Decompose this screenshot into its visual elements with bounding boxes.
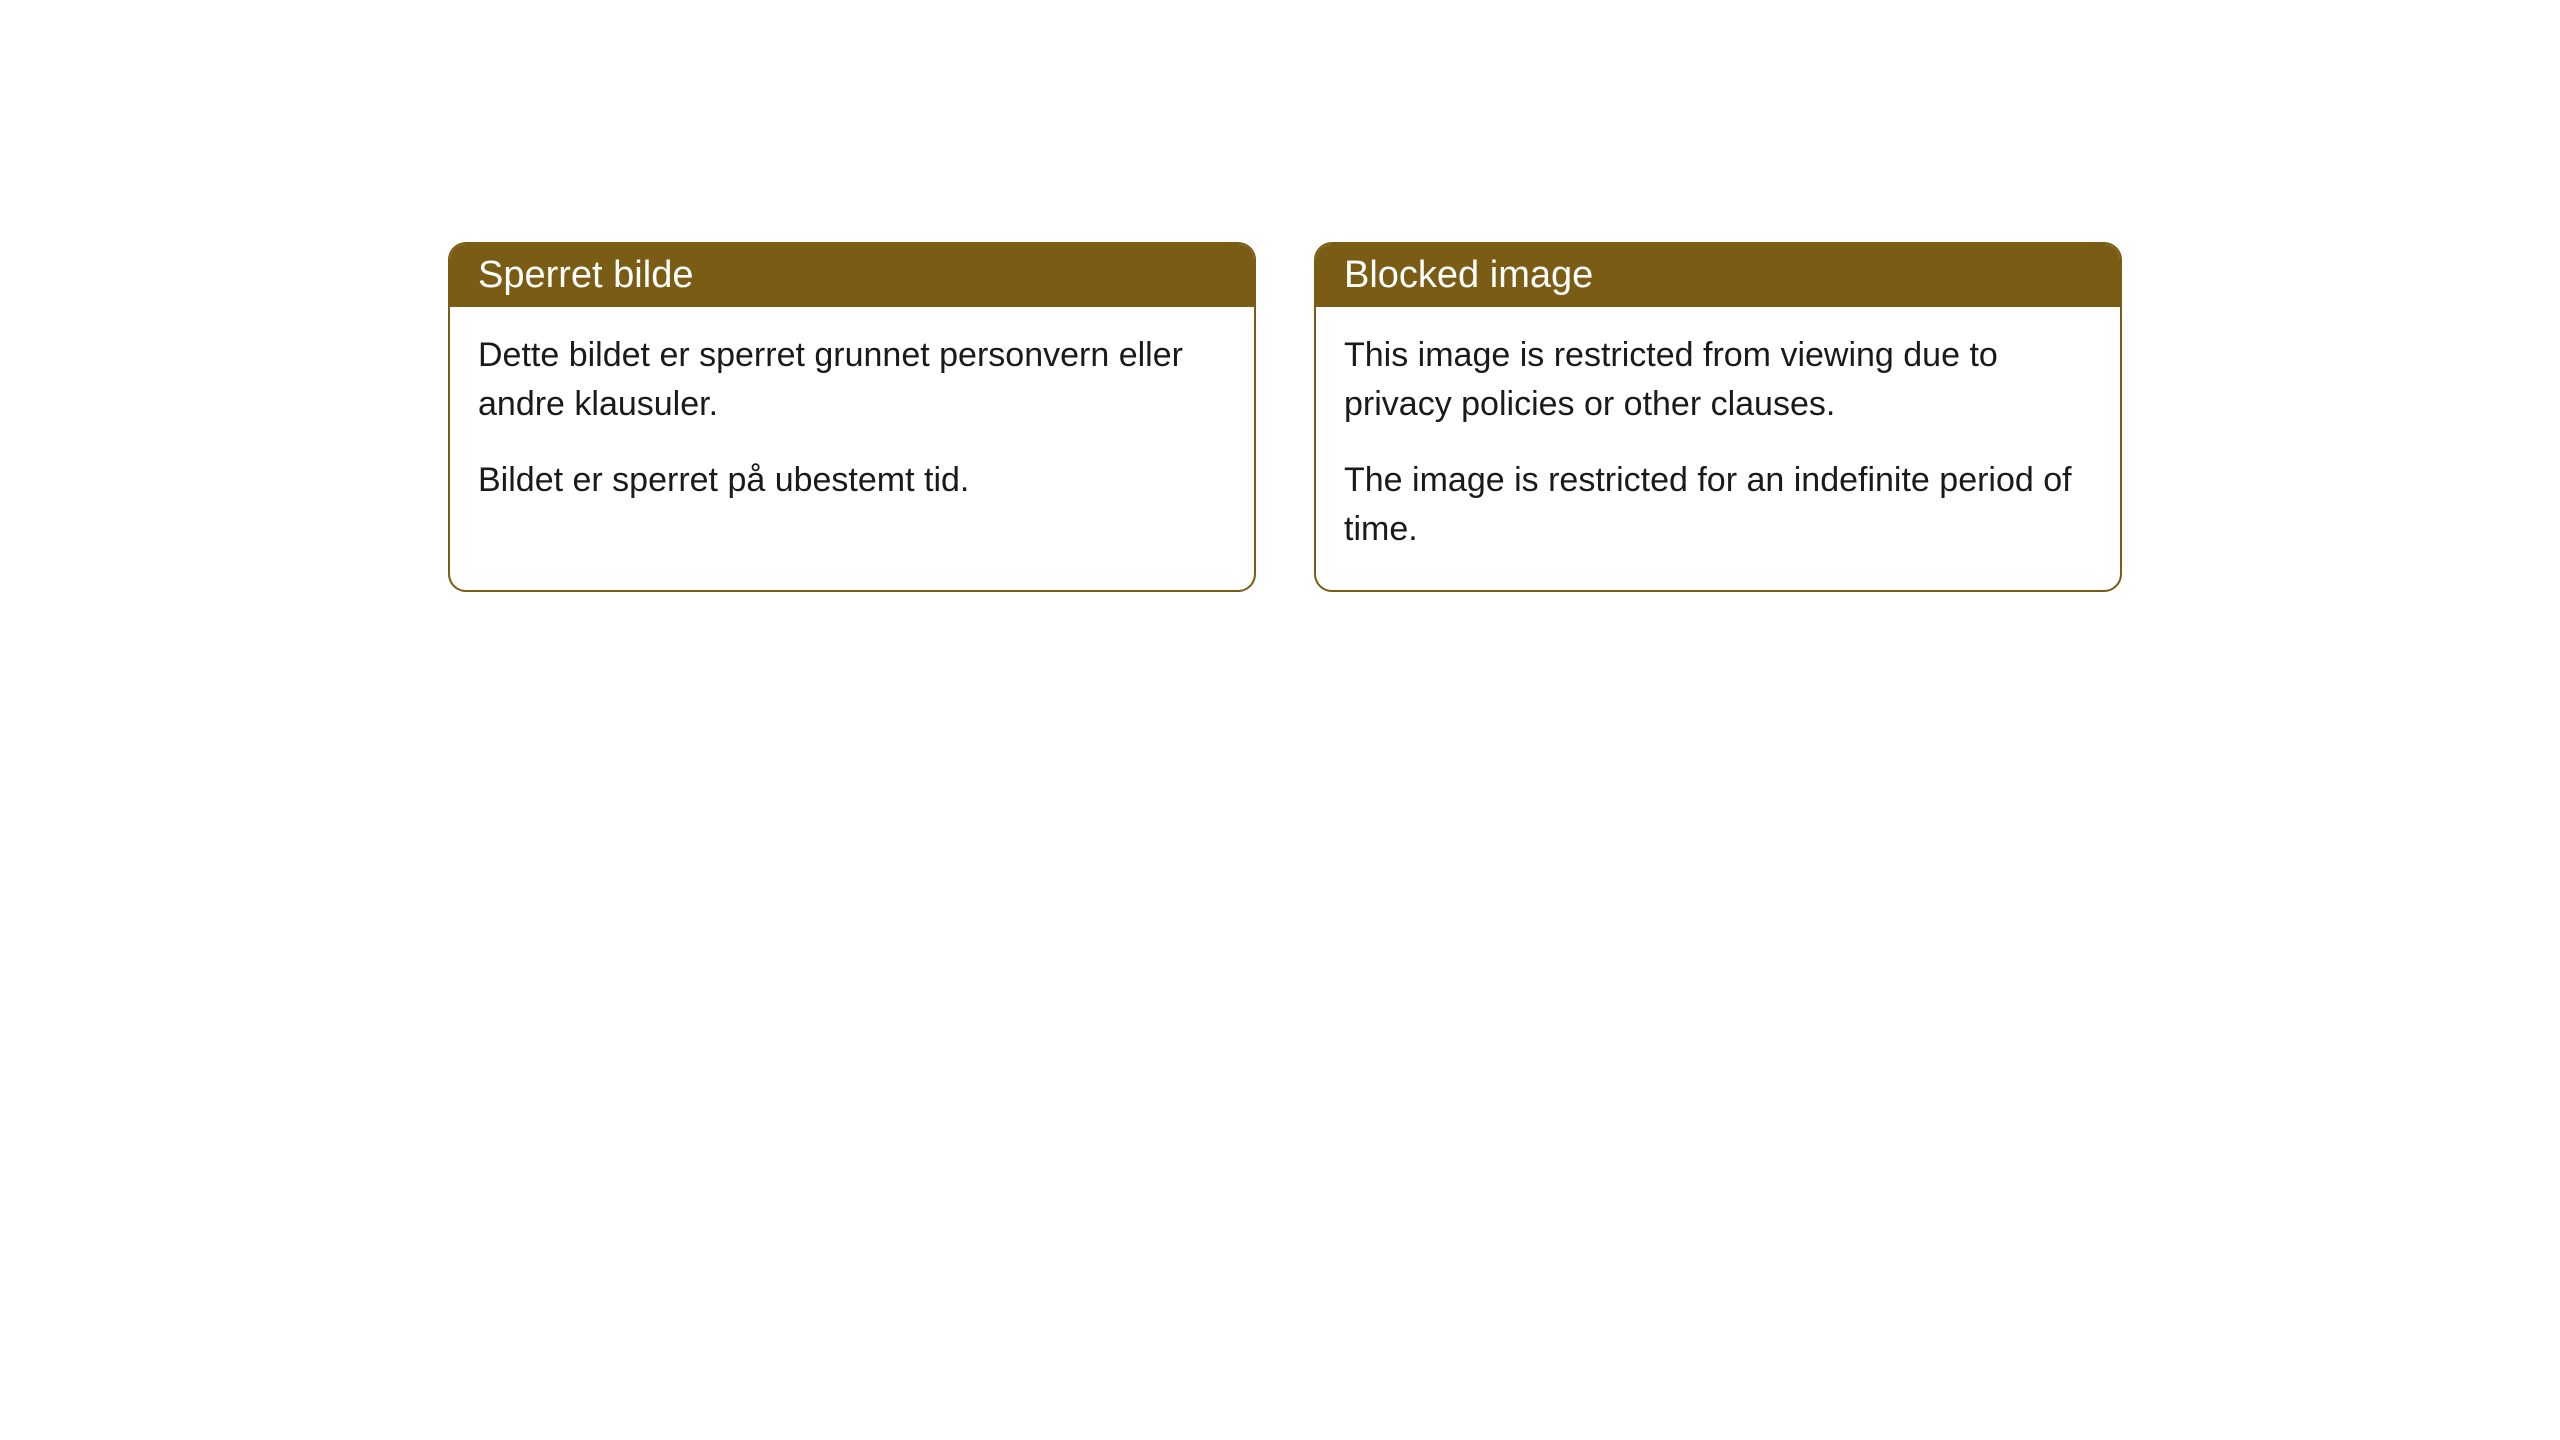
card-title: Sperret bilde xyxy=(478,254,693,296)
notice-cards-container: Sperret bilde Dette bildet er sperret gr… xyxy=(448,242,2122,592)
card-paragraph-1: Dette bildet er sperret grunnet personve… xyxy=(478,331,1226,430)
card-header: Blocked image xyxy=(1316,244,2120,307)
notice-card-norwegian: Sperret bilde Dette bildet er sperret gr… xyxy=(448,242,1256,592)
card-body: This image is restricted from viewing du… xyxy=(1316,307,2120,590)
notice-card-english: Blocked image This image is restricted f… xyxy=(1314,242,2122,592)
card-paragraph-2: The image is restricted for an indefinit… xyxy=(1344,456,2092,555)
card-header: Sperret bilde xyxy=(450,244,1254,307)
card-title: Blocked image xyxy=(1344,254,1593,296)
card-paragraph-2: Bildet er sperret på ubestemt tid. xyxy=(478,456,1226,505)
card-paragraph-1: This image is restricted from viewing du… xyxy=(1344,331,2092,430)
card-body: Dette bildet er sperret grunnet personve… xyxy=(450,307,1254,541)
